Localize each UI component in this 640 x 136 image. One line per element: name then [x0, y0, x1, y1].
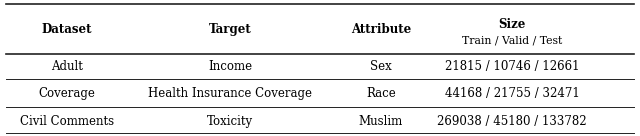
Text: Civil Comments: Civil Comments: [20, 115, 115, 128]
Text: Attribute: Attribute: [351, 23, 411, 36]
Text: Income: Income: [209, 60, 252, 73]
Text: Target: Target: [209, 23, 252, 36]
Text: Size: Size: [499, 18, 525, 31]
Text: Coverage: Coverage: [39, 87, 95, 100]
Text: Toxicity: Toxicity: [207, 115, 253, 128]
Text: Dataset: Dataset: [42, 23, 92, 36]
Text: Adult: Adult: [51, 60, 83, 73]
Text: Train / Valid / Test: Train / Valid / Test: [462, 36, 562, 46]
Text: Muslim: Muslim: [358, 115, 403, 128]
Text: 269038 / 45180 / 133782: 269038 / 45180 / 133782: [437, 115, 587, 128]
Text: Race: Race: [366, 87, 396, 100]
Text: 44168 / 21755 / 32471: 44168 / 21755 / 32471: [445, 87, 579, 100]
Text: Health Insurance Coverage: Health Insurance Coverage: [148, 87, 312, 100]
Text: Sex: Sex: [370, 60, 392, 73]
Text: 21815 / 10746 / 12661: 21815 / 10746 / 12661: [445, 60, 579, 73]
